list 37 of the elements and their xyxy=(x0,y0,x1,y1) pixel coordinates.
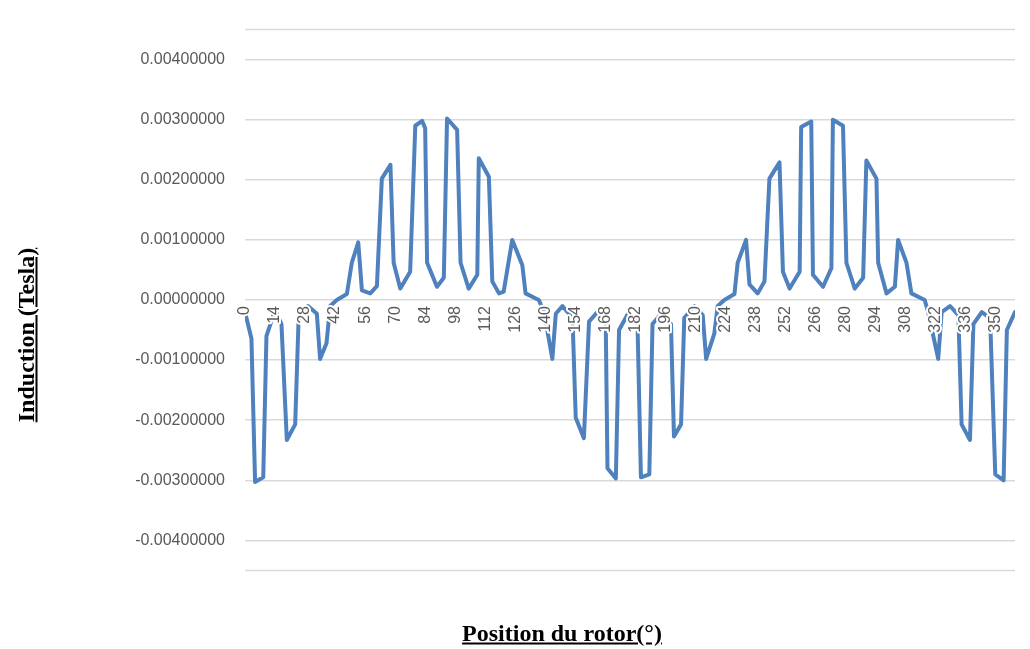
x-tick-label: 56 xyxy=(355,305,373,324)
y-tick-label: -0.00100000 xyxy=(135,350,226,368)
x-tick-label: 322 xyxy=(926,305,944,333)
y-tick-label: -0.00400000 xyxy=(135,530,226,548)
x-tick-label: 140 xyxy=(535,305,553,333)
x-tick-label: 252 xyxy=(775,305,793,333)
y-tick-label: 0.00400000 xyxy=(140,50,226,68)
x-tick-label: 196 xyxy=(655,305,673,333)
y-tick-label: -0.00300000 xyxy=(135,470,226,488)
x-tick-label: 294 xyxy=(865,305,883,333)
x-tick-label: 210 xyxy=(685,305,703,333)
x-tick-label: 336 xyxy=(956,305,974,333)
x-tick-label: 126 xyxy=(505,305,523,333)
x-tick-label: 308 xyxy=(896,305,914,333)
x-tick-label: 182 xyxy=(625,305,643,333)
x-tick-label: 98 xyxy=(445,305,463,324)
x-tick-label: 14 xyxy=(265,305,283,324)
x-tick-label: 238 xyxy=(745,305,763,333)
y-axis-title: Induction (Tesla) xyxy=(12,247,40,423)
y-tick-label: -0.00200000 xyxy=(135,410,226,428)
y-tick-label: 0.00300000 xyxy=(140,110,226,128)
x-tick-label: 224 xyxy=(715,305,733,333)
x-tick-label: 350 xyxy=(986,305,1004,333)
x-tick-label: 42 xyxy=(325,305,343,324)
x-tick-label: 168 xyxy=(595,305,613,333)
x-tick-label: 154 xyxy=(565,305,583,333)
y-tick-label: 0.00200000 xyxy=(140,170,226,188)
x-tick-label: 280 xyxy=(835,305,853,333)
x-axis-title: Position du rotor(°) xyxy=(462,619,662,647)
x-tick-label: 266 xyxy=(805,305,823,333)
y-tick-label: 0.00000000 xyxy=(140,290,226,308)
x-tick-label: 70 xyxy=(385,305,403,324)
x-tick-label: 28 xyxy=(295,305,313,324)
x-tick-label: 0 xyxy=(235,305,253,315)
x-tick-label: 112 xyxy=(475,305,493,332)
x-tick-label: 84 xyxy=(415,305,433,324)
y-tick-label: 0.00100000 xyxy=(140,230,226,248)
